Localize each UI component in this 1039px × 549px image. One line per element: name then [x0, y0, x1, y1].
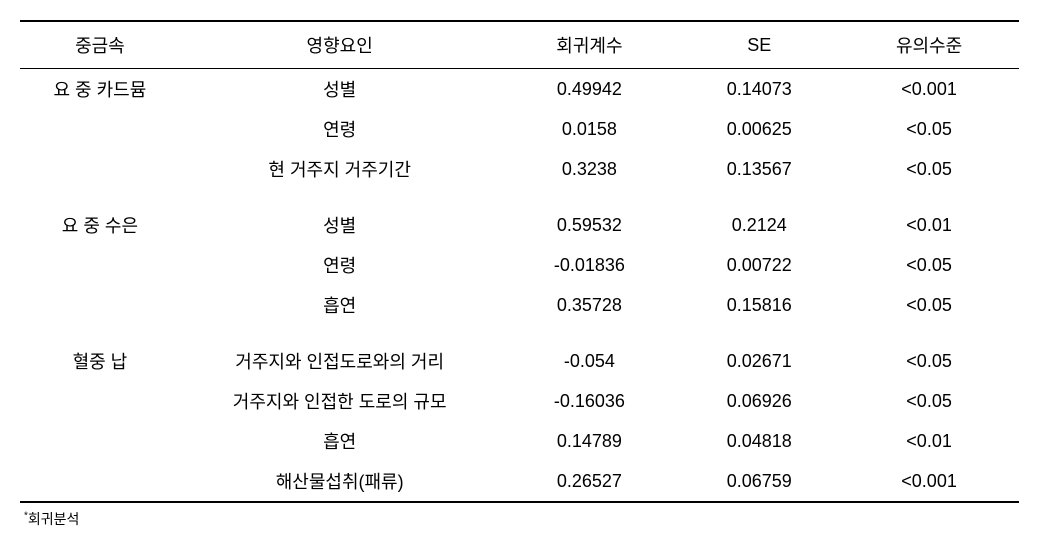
table-row: 거주지와 인접한 도로의 규모 -0.16036 0.06926 <0.05: [20, 381, 1019, 421]
table-row: 흡연 0.35728 0.15816 <0.05: [20, 285, 1019, 325]
cell-sig: <0.001: [839, 69, 1019, 110]
header-se: SE: [679, 21, 839, 69]
table-row: 흡연 0.14789 0.04818 <0.01: [20, 421, 1019, 461]
cell-factor: 거주지와 인접도로와의 거리: [180, 341, 500, 381]
cell-coef: 0.59532: [500, 205, 680, 245]
cell-coef: 0.0158: [500, 109, 680, 149]
cell-factor: 연령: [180, 245, 500, 285]
cell-sig: <0.001: [839, 461, 1019, 502]
cell-sig: <0.05: [839, 381, 1019, 421]
spacer-row: [20, 189, 1019, 205]
cell-se: 0.02671: [679, 341, 839, 381]
table-row: 해산물섭취(패류) 0.26527 0.06759 <0.001: [20, 461, 1019, 502]
cell-se: 0.04818: [679, 421, 839, 461]
cell-metal-empty: [20, 285, 180, 325]
table-row: 요 중 수은 성별 0.59532 0.2124 <0.01: [20, 205, 1019, 245]
cell-factor: 해산물섭취(패류): [180, 461, 500, 502]
cell-coef: 0.26527: [500, 461, 680, 502]
footnote: *회귀분석: [20, 509, 1019, 529]
cell-factor: 성별: [180, 69, 500, 110]
table-row: 연령 0.0158 0.00625 <0.05: [20, 109, 1019, 149]
cell-coef: -0.054: [500, 341, 680, 381]
cell-se: 0.2124: [679, 205, 839, 245]
header-metal: 중금속: [20, 21, 180, 69]
table-body: 요 중 카드뮴 성별 0.49942 0.14073 <0.001 연령 0.0…: [20, 69, 1019, 503]
cell-sig: <0.05: [839, 245, 1019, 285]
cell-coef: 0.35728: [500, 285, 680, 325]
cell-sig: <0.05: [839, 341, 1019, 381]
header-row: 중금속 영향요인 회귀계수 SE 유의수준: [20, 21, 1019, 69]
cell-se: 0.06759: [679, 461, 839, 502]
cell-metal: 요 중 수은: [20, 205, 180, 245]
header-significance: 유의수준: [839, 21, 1019, 69]
cell-sig: <0.01: [839, 421, 1019, 461]
cell-sig: <0.05: [839, 285, 1019, 325]
table-row: 현 거주지 거주기간 0.3238 0.13567 <0.05: [20, 149, 1019, 189]
cell-factor: 현 거주지 거주기간: [180, 149, 500, 189]
cell-factor: 연령: [180, 109, 500, 149]
table-row: 요 중 카드뮴 성별 0.49942 0.14073 <0.001: [20, 69, 1019, 110]
table-row: 혈중 납 거주지와 인접도로와의 거리 -0.054 0.02671 <0.05: [20, 341, 1019, 381]
cell-sig: <0.05: [839, 149, 1019, 189]
footnote-text: 회귀분석: [28, 511, 80, 527]
cell-metal-empty: [20, 109, 180, 149]
cell-se: 0.15816: [679, 285, 839, 325]
cell-metal-empty: [20, 421, 180, 461]
cell-se: 0.14073: [679, 69, 839, 110]
cell-coef: 0.49942: [500, 69, 680, 110]
cell-se: 0.13567: [679, 149, 839, 189]
regression-table: 중금속 영향요인 회귀계수 SE 유의수준 요 중 카드뮴 성별 0.49942…: [20, 20, 1019, 503]
cell-factor: 성별: [180, 205, 500, 245]
cell-coef: 0.14789: [500, 421, 680, 461]
cell-metal: 요 중 카드뮴: [20, 69, 180, 110]
cell-factor: 흡연: [180, 285, 500, 325]
cell-sig: <0.05: [839, 109, 1019, 149]
cell-metal: 혈중 납: [20, 341, 180, 381]
cell-metal-empty: [20, 149, 180, 189]
header-coefficient: 회귀계수: [500, 21, 680, 69]
cell-coef: -0.16036: [500, 381, 680, 421]
table-header: 중금속 영향요인 회귀계수 SE 유의수준: [20, 21, 1019, 69]
table-row: 연령 -0.01836 0.00722 <0.05: [20, 245, 1019, 285]
cell-se: 0.06926: [679, 381, 839, 421]
cell-factor: 흡연: [180, 421, 500, 461]
cell-coef: -0.01836: [500, 245, 680, 285]
cell-metal-empty: [20, 381, 180, 421]
spacer-row: [20, 325, 1019, 341]
cell-factor: 거주지와 인접한 도로의 규모: [180, 381, 500, 421]
cell-se: 0.00722: [679, 245, 839, 285]
cell-metal-empty: [20, 461, 180, 502]
cell-metal-empty: [20, 245, 180, 285]
cell-coef: 0.3238: [500, 149, 680, 189]
cell-sig: <0.01: [839, 205, 1019, 245]
header-factor: 영향요인: [180, 21, 500, 69]
regression-table-container: 중금속 영향요인 회귀계수 SE 유의수준 요 중 카드뮴 성별 0.49942…: [20, 20, 1019, 529]
cell-se: 0.00625: [679, 109, 839, 149]
